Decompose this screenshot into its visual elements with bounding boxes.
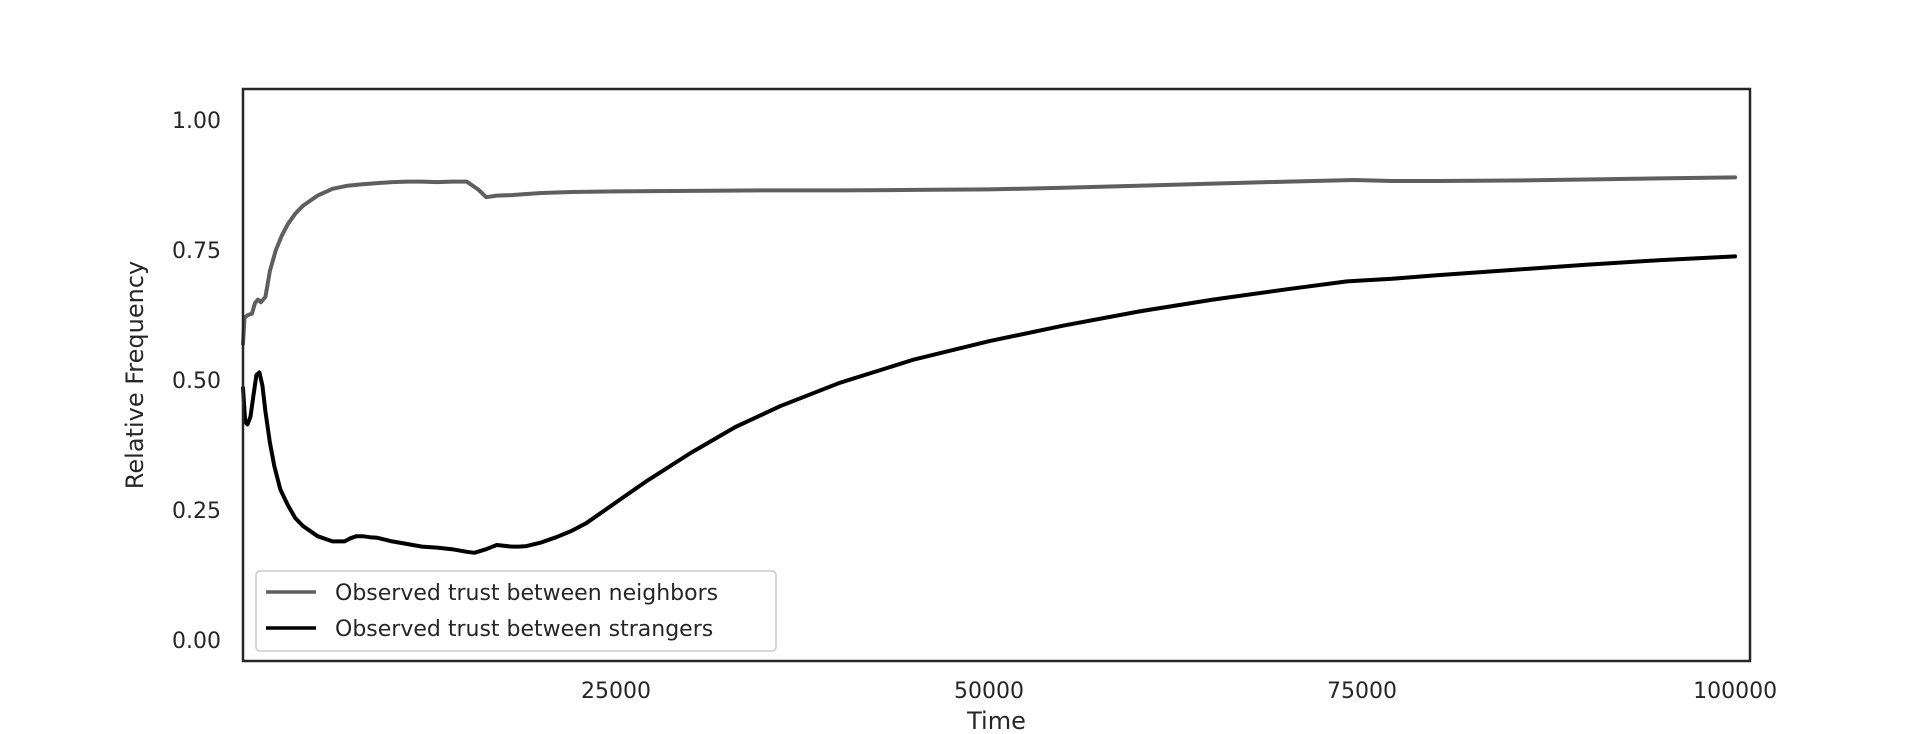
x-tick-label: 50000 [954, 679, 1024, 704]
series-line-neighbors [241, 175, 1738, 346]
y-tick-label: 1.00 [172, 109, 221, 134]
x-axis-ticks: 25000 50000 75000 100000 [581, 679, 1777, 704]
x-tick-label: 25000 [581, 679, 651, 704]
series-layer [241, 175, 1738, 555]
plot-frame [241, 87, 1752, 663]
x-tick-label: 75000 [1327, 679, 1397, 704]
legend-label-neighbors: Observed trust between neighbors [335, 581, 718, 606]
legend-label-strangers: Observed trust between strangers [335, 617, 713, 642]
series-line-strangers [241, 254, 1738, 555]
y-axis-ticks: 0.00 0.25 0.50 0.75 1.00 [172, 109, 221, 654]
legend: Observed trust between neighbors Observe… [255, 570, 777, 652]
x-tick-label: 100000 [1693, 679, 1777, 704]
y-axis-label: Relative Frequency [121, 261, 149, 489]
y-tick-label: 0.50 [172, 369, 221, 394]
x-axis-label: Time [966, 707, 1026, 734]
y-tick-label: 0.75 [172, 239, 221, 264]
legend-box [255, 570, 777, 652]
y-tick-label: 0.00 [172, 629, 221, 654]
y-tick-label: 0.25 [172, 499, 221, 524]
